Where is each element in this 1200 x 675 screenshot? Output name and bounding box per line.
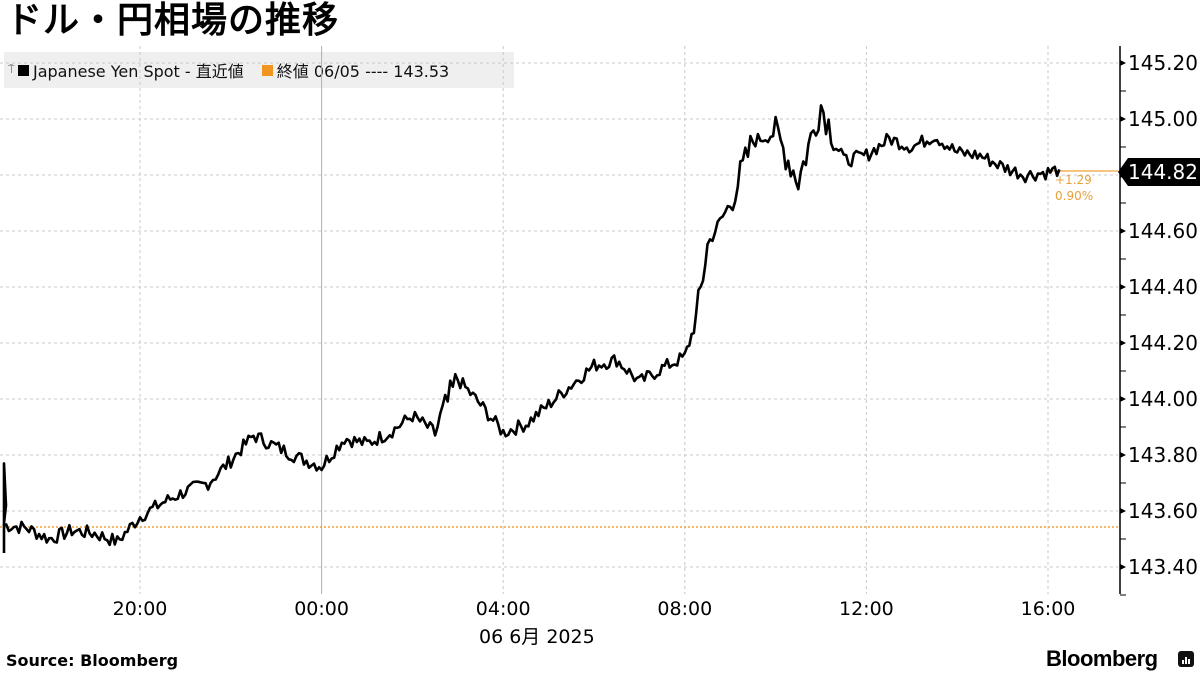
- legend-swatch-orange: [261, 64, 273, 76]
- y-tick-label: 144.60: [1128, 219, 1198, 243]
- change-percent: 0.90%: [1055, 189, 1094, 203]
- bloomberg-chart-icon: [1178, 651, 1194, 667]
- y-tick-label: 143.80: [1128, 443, 1198, 467]
- y-tick-label: 144.20: [1128, 331, 1198, 355]
- x-tick-label: 00:00: [294, 598, 349, 620]
- source-note: Source: Bloomberg: [6, 651, 179, 670]
- last-value-arrow: [1118, 158, 1128, 186]
- y-tick-label: 143.40: [1128, 555, 1198, 579]
- change-value: +1.29: [1055, 173, 1092, 187]
- price-line: [2, 104, 1061, 553]
- pin-icon[interactable]: ⍑: [8, 63, 15, 76]
- legend-item-spot[interactable]: Japanese Yen Spot - 直近値: [18, 58, 244, 82]
- y-tick-label: 144.40: [1128, 275, 1198, 299]
- chart-legend: ⍑ Japanese Yen Spot - 直近値 終値 06/05 ---- …: [4, 52, 514, 88]
- legend-swatch-black: [18, 64, 29, 76]
- y-tick-label: 145.20: [1128, 51, 1198, 75]
- y-tick-label: 143.60: [1128, 499, 1198, 523]
- y-tick-label: 145.00: [1128, 107, 1198, 131]
- x-axis-date: 06 6月 2025: [479, 626, 595, 648]
- gridlines: [0, 46, 1118, 594]
- last-value-badge: 144.82: [1128, 158, 1200, 186]
- chart-title: ドル・円相場の推移: [6, 0, 340, 41]
- x-tick-label: 04:00: [475, 598, 531, 620]
- x-tick-label: 16:00: [1020, 598, 1076, 620]
- x-tick-label: 08:00: [657, 598, 713, 620]
- y-tick-label: 144.00: [1128, 387, 1198, 411]
- bloomberg-logo: Bloomberg: [1046, 646, 1158, 671]
- x-tick-label: 12:00: [839, 598, 894, 620]
- legend-label-close: 終値 06/05 ---- 143.53: [276, 62, 450, 81]
- x-tick-label: 20:00: [112, 598, 168, 620]
- legend-item-close[interactable]: 終値 06/05 ---- 143.53: [261, 58, 450, 82]
- legend-label-spot: Japanese Yen Spot - 直近値: [33, 62, 244, 81]
- y-axis-ticks: [1120, 60, 1126, 596]
